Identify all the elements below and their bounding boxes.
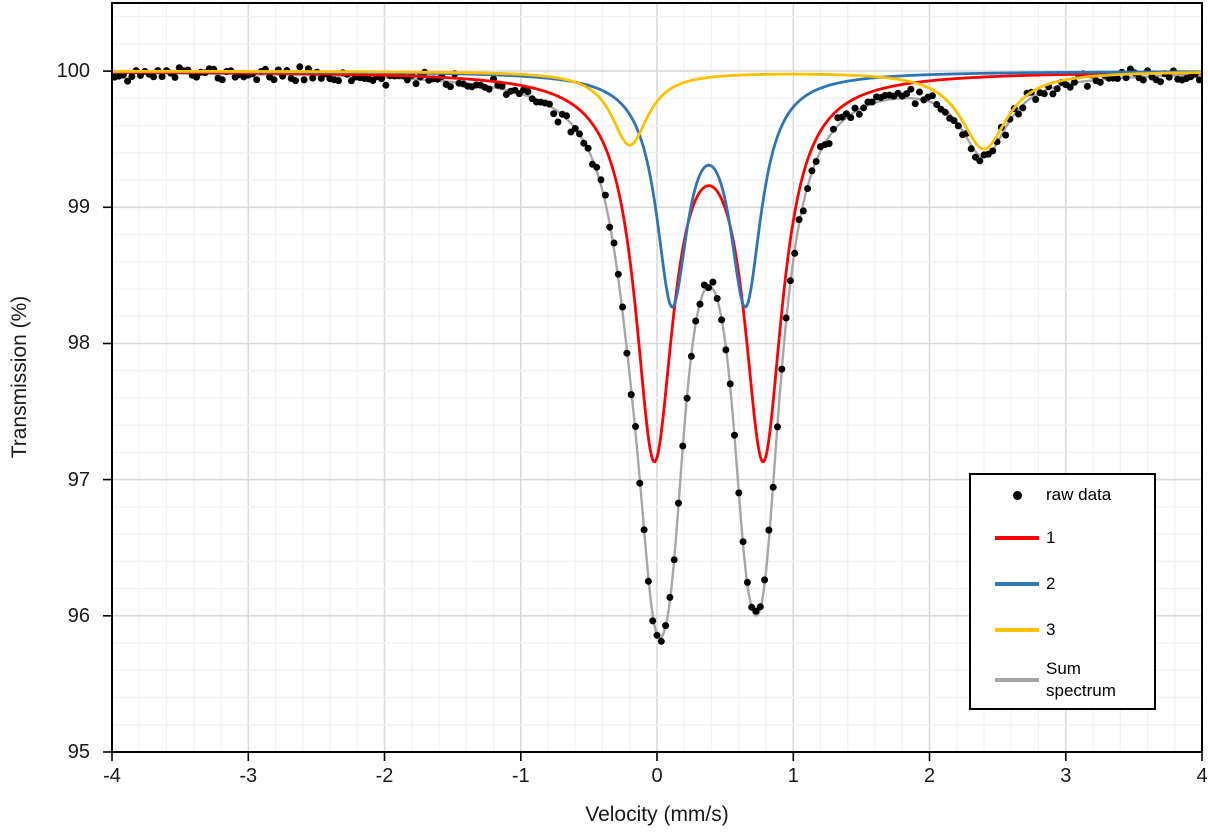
y-tick-label: 95: [67, 741, 90, 763]
legend-marker-swatch: [995, 582, 1039, 586]
legend-line-marker: [993, 628, 1041, 632]
legend-item-1: 1: [971, 515, 1154, 561]
x-tick-label: -4: [103, 765, 121, 787]
y-axis-title: Transmission (%): [8, 295, 31, 459]
legend-marker-swatch: [995, 536, 1039, 540]
x-tick-label: -1: [511, 765, 530, 787]
series-3-line: [112, 69, 1203, 151]
series-1-line: [112, 70, 1203, 464]
legend-item-label: 2: [1046, 574, 1056, 593]
legend-item-2: 2: [971, 561, 1154, 607]
legend-item-sum-spectrum: Sum spectrum: [971, 653, 1154, 707]
x-tick-label: 1: [787, 765, 799, 787]
x-axis-title: Velocity (mm/s): [585, 803, 729, 826]
y-tick-label: 98: [67, 332, 90, 355]
y-tick-label: 96: [67, 604, 90, 627]
legend-marker-swatch: [1012, 490, 1022, 500]
x-tick-label: 0: [651, 765, 663, 787]
legend-marker-swatch: [995, 628, 1039, 632]
x-tick-label: -2: [375, 765, 394, 787]
legend-line-marker: [993, 678, 1041, 682]
y-tick-label: 99: [67, 196, 90, 219]
legend-item-3: 3: [971, 607, 1154, 653]
legend-item-raw-data: raw data: [971, 475, 1154, 515]
legend-line-marker: [993, 582, 1041, 586]
legend-dot-marker: [993, 490, 1041, 500]
legend: raw data 1 2 3 Sum spectrum: [969, 473, 1156, 710]
y-tick-label: 97: [67, 468, 90, 491]
legend-item-label: raw data: [1046, 485, 1112, 504]
legend-line-marker: [993, 536, 1041, 540]
x-tick-label: 2: [923, 765, 936, 787]
legend-item-label: Sum spectrum: [1046, 659, 1116, 700]
x-tick-label: -3: [239, 765, 258, 787]
y-tick-label: 100: [56, 60, 90, 83]
x-tick-label: 4: [1196, 765, 1208, 787]
legend-marker-swatch: [995, 678, 1039, 682]
legend-item-label: 1: [1046, 528, 1056, 547]
legend-item-label: 3: [1046, 620, 1056, 639]
x-tick-label: 3: [1060, 765, 1072, 787]
